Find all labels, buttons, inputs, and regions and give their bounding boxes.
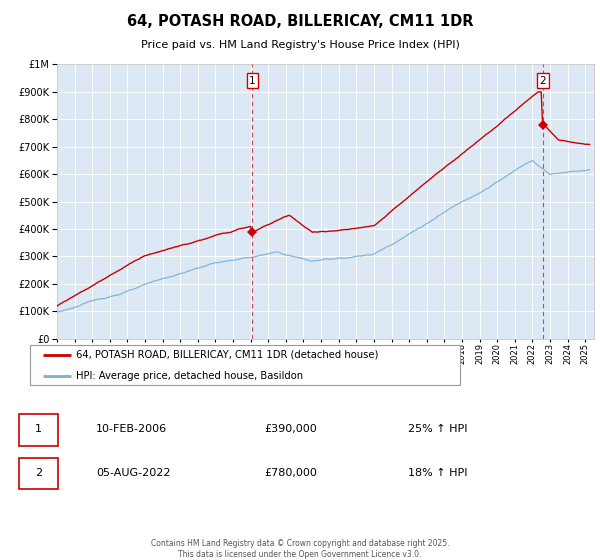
Text: 25% ↑ HPI: 25% ↑ HPI [408, 424, 467, 434]
Text: 64, POTASH ROAD, BILLERICAY, CM11 1DR (detached house): 64, POTASH ROAD, BILLERICAY, CM11 1DR (d… [76, 350, 379, 360]
Text: 18% ↑ HPI: 18% ↑ HPI [408, 468, 467, 478]
Text: 2: 2 [539, 76, 546, 86]
Text: Contains HM Land Registry data © Crown copyright and database right 2025.: Contains HM Land Registry data © Crown c… [151, 539, 449, 548]
FancyBboxPatch shape [19, 414, 58, 446]
Text: 2: 2 [35, 468, 42, 478]
Text: 05-AUG-2022: 05-AUG-2022 [96, 468, 170, 478]
FancyBboxPatch shape [29, 346, 460, 385]
Text: Price paid vs. HM Land Registry's House Price Index (HPI): Price paid vs. HM Land Registry's House … [140, 40, 460, 50]
Text: 64, POTASH ROAD, BILLERICAY, CM11 1DR: 64, POTASH ROAD, BILLERICAY, CM11 1DR [127, 14, 473, 29]
Text: 10-FEB-2006: 10-FEB-2006 [96, 424, 167, 434]
FancyBboxPatch shape [19, 458, 58, 489]
Text: £390,000: £390,000 [264, 424, 317, 434]
Text: £780,000: £780,000 [264, 468, 317, 478]
Text: 1: 1 [35, 424, 42, 434]
Text: This data is licensed under the Open Government Licence v3.0.: This data is licensed under the Open Gov… [178, 550, 422, 559]
Text: 1: 1 [249, 76, 256, 86]
Text: HPI: Average price, detached house, Basildon: HPI: Average price, detached house, Basi… [76, 371, 304, 381]
